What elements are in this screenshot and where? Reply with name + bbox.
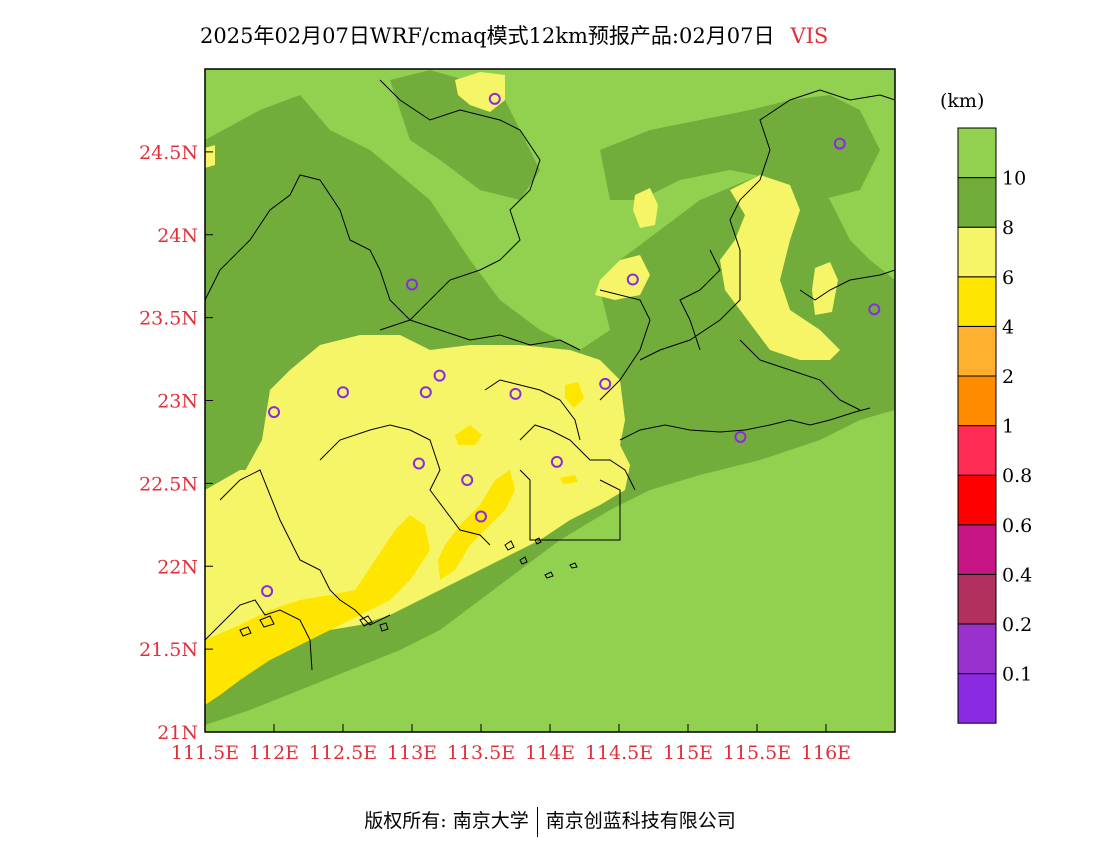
station-marker — [833, 137, 846, 150]
station-marker — [868, 303, 881, 316]
copyright-text: 版权所有: 南京大学 — [364, 810, 529, 832]
station-marker — [475, 510, 487, 523]
colorbar-label: 0.4 — [1002, 564, 1032, 586]
vis-field-4-6-spot-c — [560, 475, 578, 484]
colorbar-swatch — [957, 524, 997, 575]
station-marker — [406, 278, 418, 291]
station-marker — [599, 377, 612, 390]
vis-field-6-8-north — [455, 72, 505, 112]
vis-field-6-8 — [205, 335, 630, 660]
colorbar-label: 0.2 — [1002, 614, 1032, 636]
colorbar-swatch — [957, 276, 997, 327]
colorbar: 0.1 0.2 0.4 0.6 0.8 1 2 4 6 8 10 — [957, 127, 1032, 724]
colorbar-swatch — [957, 425, 997, 476]
y-tick-label: 22.5N — [139, 473, 198, 495]
colorbar-swatch — [957, 127, 997, 179]
vis-field-6-8-spot-a — [595, 255, 650, 300]
colorbar-swatch — [957, 375, 997, 427]
island-outlines — [239, 537, 578, 637]
company-text: 南京创蓝科技有限公司 — [545, 810, 736, 832]
vis-field-4-6-spot-a — [455, 425, 482, 445]
station-marker — [337, 386, 349, 399]
visibility-map — [205, 69, 895, 732]
y-tick-label: 21N — [157, 722, 198, 744]
colorbar-swatch — [957, 325, 997, 377]
vis-field-6-8-spot-b — [633, 188, 658, 228]
vis-field-6-8-spot-c — [812, 262, 838, 315]
vis-field-4-6-spot-b — [565, 382, 584, 408]
y-tick-label: 24N — [157, 225, 198, 247]
station-marker — [509, 387, 522, 400]
colorbar-label: 0.6 — [1002, 515, 1032, 537]
colorbar-unit: (km) — [940, 90, 985, 112]
x-tick-label: 115.5E — [723, 742, 791, 764]
variable-label: VIS — [790, 24, 829, 48]
colorbar-swatch — [957, 673, 997, 724]
x-tick-label: 114E — [525, 742, 575, 764]
colorbar-label: 1 — [1002, 416, 1014, 438]
colorbar-swatch — [957, 474, 997, 526]
footer: 版权所有: 南京大学 南京创蓝科技有限公司 — [0, 806, 1100, 837]
x-tick-label: 113E — [387, 742, 437, 764]
vis-field-4-6-pearl — [438, 470, 515, 580]
vis-field-6-8-east — [720, 175, 840, 360]
map-title: 2025年02月07日WRF/cmaq模式12km预报产品:02月07日 VIS — [200, 20, 900, 52]
colorbar-label: 4 — [1002, 316, 1014, 338]
y-tick-label: 22N — [157, 556, 198, 578]
station-marker — [550, 455, 563, 468]
station-marker — [488, 92, 501, 105]
station-marker — [419, 386, 432, 399]
boundary-lines — [205, 79, 895, 671]
y-tick-label: 24.5N — [139, 142, 198, 164]
colorbar-label: 10 — [1002, 168, 1026, 190]
colorbar-swatch — [957, 623, 997, 675]
station-marker — [261, 585, 274, 598]
station-marker — [734, 430, 747, 443]
colorbar-label: 8 — [1002, 217, 1014, 239]
colorbar-label: 6 — [1002, 267, 1014, 289]
y-tick-label: 21.5N — [139, 639, 198, 661]
vis-field-8-10-north — [390, 70, 540, 200]
station-marker — [461, 474, 474, 487]
station-markers — [261, 92, 881, 598]
colorbar-label: 0.1 — [1002, 664, 1032, 686]
footer-divider — [536, 807, 538, 837]
x-tick-label: 115E — [663, 742, 713, 764]
colorbar-label: 0.8 — [1002, 465, 1032, 487]
colorbar-swatch — [957, 177, 997, 228]
station-marker — [626, 273, 639, 286]
title-text: 2025年02月07日WRF/cmaq模式12km预报产品:02月07日 — [200, 24, 775, 48]
y-tick-label: 23.5N — [139, 308, 198, 330]
station-marker — [268, 406, 280, 419]
station-marker — [412, 457, 425, 470]
colorbar-label: 2 — [1002, 366, 1014, 388]
vis-field-8-10-ne — [600, 95, 880, 200]
x-tick-label: 114.5E — [585, 742, 653, 764]
x-axis: 111.5E 112E 112.5E 113E 113.5E 114E 114.5E 115E… — [171, 724, 851, 764]
x-tick-label: 111.5E — [171, 742, 239, 764]
y-tick-label: 23N — [157, 391, 198, 413]
vis-field-4-6-coast — [205, 515, 430, 705]
colorbar-swatch — [957, 226, 997, 278]
x-tick-label: 112.5E — [309, 742, 377, 764]
colorbar-swatch — [957, 573, 997, 625]
x-tick-label: 112E — [249, 742, 299, 764]
x-tick-label: 113.5E — [447, 742, 515, 764]
y-axis: 21N 21.5N 22N 22.5N 23N 23.5N 24N 24.5N — [139, 142, 213, 744]
station-marker — [433, 369, 446, 382]
vis-field-6-8-w — [205, 145, 215, 168]
x-tick-label: 116E — [801, 742, 851, 764]
